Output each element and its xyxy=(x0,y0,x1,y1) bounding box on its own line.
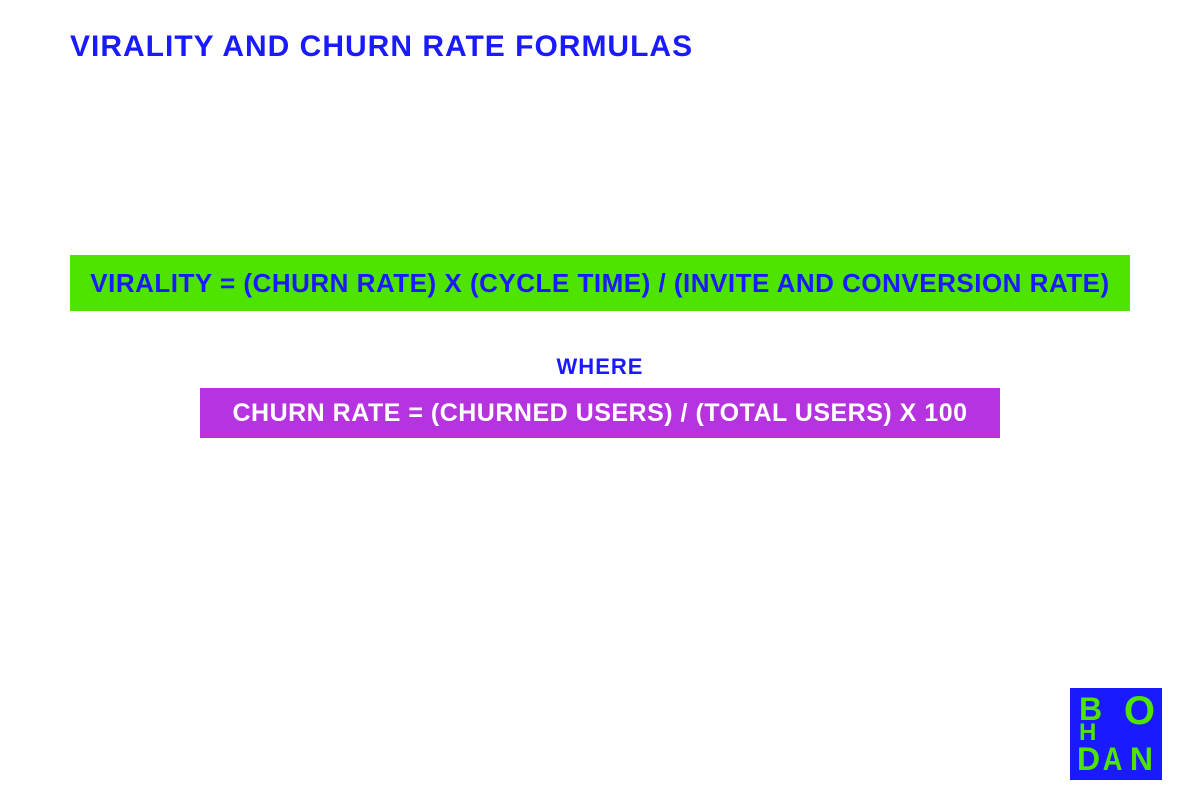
logo-letter-h: H xyxy=(1079,723,1094,743)
virality-formula-box: VIRALITY = (CHURN RATE) X (CYCLE TIME) /… xyxy=(70,255,1130,311)
where-label: WHERE xyxy=(0,354,1200,380)
logo-inner: B O H D A N xyxy=(1077,695,1155,773)
brand-logo: B O H D A N xyxy=(1070,688,1162,780)
churn-formula-box: CHURN RATE = (CHURNED USERS) / (TOTAL US… xyxy=(200,388,1000,438)
page-title: VIRALITY AND CHURN RATE FORMULAS xyxy=(70,30,693,64)
churn-formula-text: CHURN RATE = (CHURNED USERS) / (TOTAL US… xyxy=(232,399,967,428)
logo-letter-o: O xyxy=(1124,693,1155,729)
logo-letter-n: N xyxy=(1130,745,1153,773)
logo-letter-d: D xyxy=(1077,745,1100,773)
logo-letter-a: A xyxy=(1103,745,1123,773)
virality-formula-text: VIRALITY = (CHURN RATE) X (CYCLE TIME) /… xyxy=(90,268,1109,299)
